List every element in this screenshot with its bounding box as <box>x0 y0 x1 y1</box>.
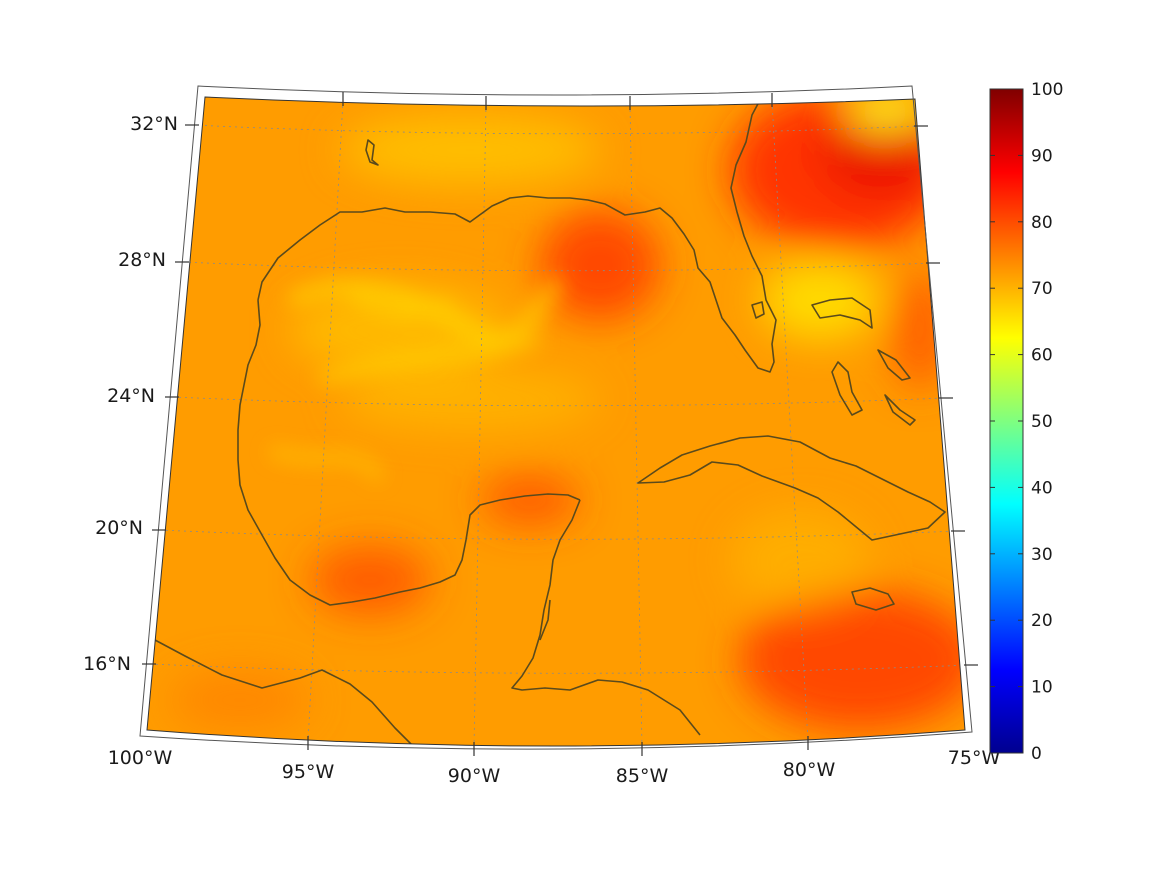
coastlines <box>154 99 946 746</box>
frame-ticks <box>142 92 978 756</box>
coast-gulf-west <box>237 299 581 606</box>
coast-bahamas-north <box>811 297 873 329</box>
lon-label-85: 85°W <box>616 765 669 787</box>
longitude-labels: 100°W 95°W 90°W 85°W 80°W 75°W <box>108 747 1001 787</box>
lon-label-90: 90°W <box>448 765 501 787</box>
field-streaks <box>267 275 566 484</box>
field-layer <box>147 97 965 746</box>
colorbar-gradient <box>989 88 1024 754</box>
coast-lake-okeechobee <box>751 301 765 319</box>
field-high-bay-campeche <box>310 545 430 615</box>
field-high-southeast <box>740 590 965 730</box>
gridline-lon-80 <box>771 100 809 743</box>
field-high-yucatan-north <box>480 475 580 525</box>
lon-label-75: 75°W <box>948 747 1001 769</box>
latitude-labels: 32°N 28°N 24°N 20°N 16°N <box>83 113 178 675</box>
gridline-lat-16 <box>149 663 965 674</box>
coast-gulf-north-and-florida <box>257 99 777 373</box>
lat-label-28: 28°N <box>118 249 166 271</box>
coast-cuba <box>637 435 946 541</box>
gridline-lat-32 <box>192 124 921 135</box>
field-streak-3 <box>326 276 453 319</box>
colorbar-tick-label: 10 <box>1031 678 1053 698</box>
coast-yucatan-east <box>511 499 701 736</box>
coast-andros <box>831 361 863 416</box>
coast-jamaica <box>851 587 895 611</box>
colorbar-ticks: 0 10 20 30 40 50 60 70 80 90 100 <box>990 80 1063 764</box>
field-high-east-mid <box>890 270 950 390</box>
gridline-lat-28 <box>182 261 933 272</box>
field-low-caribbean <box>730 510 870 610</box>
field-low-northeast-corner <box>845 97 925 132</box>
field-high-central-gulf <box>540 210 660 320</box>
colorbar-tick-label: 70 <box>1031 279 1053 299</box>
gridline-lat-24 <box>172 396 946 407</box>
field-low-bahamas <box>760 260 880 340</box>
field-low-north-coast <box>340 115 600 185</box>
lat-label-16: 16°N <box>83 653 131 675</box>
map-frame-outer <box>139 85 973 750</box>
field-streak-2 <box>317 334 542 386</box>
colorbar-tick-label: 90 <box>1031 146 1053 166</box>
colorbar-tick-label: 30 <box>1031 545 1053 565</box>
field-low-southwest <box>170 670 310 730</box>
gridline-lat-20 <box>159 529 958 540</box>
colorbar-tick-label: 100 <box>1031 80 1063 100</box>
coast-central-america-pacific <box>154 639 413 746</box>
colorbar-tick-label: 50 <box>1031 412 1053 432</box>
lat-label-24: 24°N <box>107 385 155 407</box>
coast-bahamas-south <box>884 394 916 426</box>
map-area: 32°N 28°N 24°N 20°N 16°N 100°W 95°W 90°W… <box>83 85 1001 787</box>
colorbar: 0 10 20 30 40 50 60 70 80 90 100 <box>989 80 1063 764</box>
colorbar-tick-label: 80 <box>1031 213 1053 233</box>
lon-label-80: 80°W <box>783 759 836 781</box>
gridline-lon-95 <box>307 99 344 743</box>
lat-label-32: 32°N <box>130 113 178 135</box>
field-streak-4 <box>267 444 386 484</box>
coast-belize-cays <box>539 599 551 641</box>
coast-eleuthera <box>877 349 911 381</box>
colorbar-tick-label: 0 <box>1031 744 1042 764</box>
lon-label-95: 95°W <box>282 761 335 783</box>
field-low-central <box>340 370 600 430</box>
colorbar-tick-label: 20 <box>1031 611 1053 631</box>
colorbar-tick-label: 40 <box>1031 478 1053 498</box>
map-frame <box>146 96 966 747</box>
gridlines <box>149 99 965 746</box>
coast-mississippi-island <box>365 139 379 166</box>
lon-label-100: 100°W <box>108 747 173 769</box>
colorbar-tick-label: 60 <box>1031 346 1053 366</box>
lat-label-20: 20°N <box>95 517 143 539</box>
